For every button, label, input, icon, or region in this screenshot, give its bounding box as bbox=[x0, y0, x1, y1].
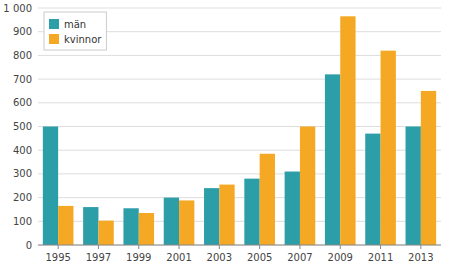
legend: män kvinnor bbox=[44, 12, 106, 50]
x-tick bbox=[340, 245, 341, 249]
bar bbox=[219, 185, 234, 245]
x-tick bbox=[299, 245, 300, 249]
y-tick-label: 100 bbox=[13, 216, 32, 227]
x-tick bbox=[420, 245, 421, 249]
x-tick bbox=[138, 245, 139, 249]
x-tick-label: 2013 bbox=[408, 252, 433, 263]
bar bbox=[381, 51, 396, 245]
bar bbox=[139, 213, 154, 245]
bar bbox=[43, 127, 58, 246]
x-tick bbox=[98, 245, 99, 249]
bar bbox=[300, 127, 315, 246]
bar bbox=[406, 127, 421, 246]
y-tick-label: 600 bbox=[13, 97, 32, 108]
x-tick-label: 1999 bbox=[126, 252, 151, 263]
bar bbox=[58, 206, 73, 245]
x-tick-label: 2005 bbox=[247, 252, 272, 263]
y-tick-label: 0 bbox=[26, 240, 32, 251]
x-tick-label: 2009 bbox=[328, 252, 353, 263]
y-tick-label: 900 bbox=[13, 26, 32, 37]
legend-label: kvinnor bbox=[64, 34, 102, 45]
bar bbox=[83, 207, 98, 245]
bar bbox=[164, 198, 179, 245]
bar bbox=[179, 200, 194, 245]
bar bbox=[244, 179, 259, 245]
x-axis: 1995 1997 1999 2001 2003 2005 2007 2009 2011 2013 bbox=[38, 245, 441, 263]
x-tick bbox=[179, 245, 180, 249]
x-tick-label: 1995 bbox=[45, 252, 70, 263]
chart: 01002003004005006007008009001 0001995199… bbox=[0, 0, 449, 269]
bar bbox=[421, 91, 436, 245]
y-tick-label: 1 000 bbox=[3, 3, 32, 14]
x-tick-label: 1997 bbox=[86, 252, 111, 263]
grid-line bbox=[38, 8, 441, 9]
bar bbox=[98, 221, 113, 245]
y-axis: 0 100 200 300 400 500 600 700 800 900 1 000 bbox=[3, 3, 441, 251]
bar bbox=[325, 74, 340, 245]
y-tick-label: 300 bbox=[13, 168, 32, 179]
x-tick bbox=[380, 245, 381, 249]
legend-box bbox=[44, 12, 106, 50]
x-tick-label: 2007 bbox=[287, 252, 312, 263]
y-tick-label: 700 bbox=[13, 74, 32, 85]
bar bbox=[260, 154, 275, 245]
y-tick-label: 400 bbox=[13, 145, 32, 156]
bar bbox=[123, 208, 138, 245]
y-tick-label: 500 bbox=[13, 121, 32, 132]
legend-label: män bbox=[64, 19, 86, 30]
bar bbox=[365, 134, 380, 245]
y-tick-label: 800 bbox=[13, 50, 32, 61]
x-tick-label: 2001 bbox=[166, 252, 191, 263]
bar bbox=[204, 188, 219, 245]
bar bbox=[340, 16, 355, 245]
legend-swatch bbox=[49, 19, 59, 29]
x-tick bbox=[259, 245, 260, 249]
y-tick-label: 200 bbox=[13, 192, 32, 203]
bar bbox=[285, 172, 300, 245]
bars bbox=[43, 16, 436, 245]
x-tick-label: 2003 bbox=[207, 252, 232, 263]
x-tick-label: 2011 bbox=[368, 252, 393, 263]
x-tick bbox=[219, 245, 220, 249]
x-tick bbox=[58, 245, 59, 249]
legend-swatch bbox=[49, 34, 59, 44]
